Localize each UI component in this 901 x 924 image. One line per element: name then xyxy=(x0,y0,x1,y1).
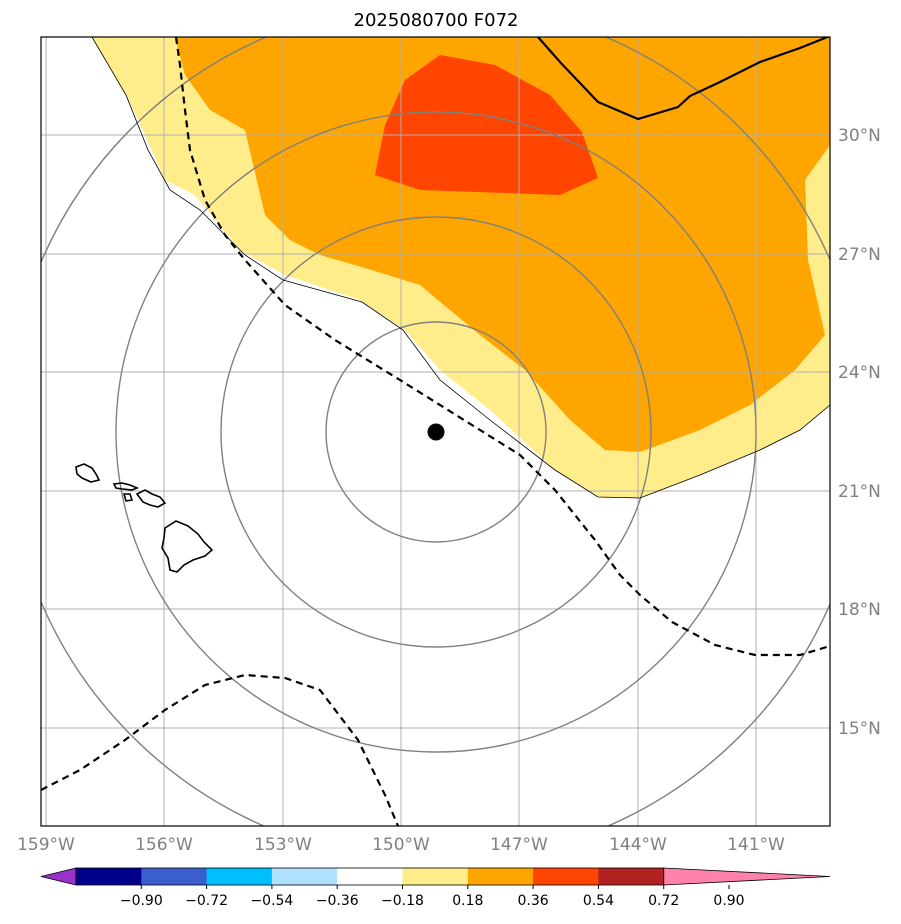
lon-label: 141°W xyxy=(727,835,785,855)
colorbar-extend-high xyxy=(663,867,831,886)
lat-label: 24°N xyxy=(838,363,881,383)
colorbar-extend-low xyxy=(40,867,77,886)
island-kauai xyxy=(75,463,101,483)
colorbar-tick-label: 0.72 xyxy=(648,893,679,909)
island-maui xyxy=(135,489,167,508)
dashed-contour-lower xyxy=(41,673,400,826)
range-ring xyxy=(115,111,757,753)
lon-label: 153°W xyxy=(254,835,312,855)
colorbar-segment xyxy=(141,868,208,885)
colorbar-segment xyxy=(337,868,403,885)
colorbar-segment xyxy=(271,868,338,885)
field-mid-contour xyxy=(175,37,830,452)
colorbar-segment xyxy=(76,868,142,885)
coastline-hawaii xyxy=(75,463,214,573)
colorbar-frame xyxy=(75,867,665,886)
colorbar-segment xyxy=(533,868,599,885)
colorbar-tick-label: −0.72 xyxy=(185,893,228,909)
lat-label: 21°N xyxy=(838,482,881,502)
lat-label: 27°N xyxy=(838,245,881,265)
colorbar-segment xyxy=(206,868,273,885)
field-high-contour xyxy=(375,55,598,195)
colorbar-tick-label: 0.18 xyxy=(452,893,483,909)
lat-label: 15°N xyxy=(838,719,881,739)
lon-label: 147°W xyxy=(490,835,548,855)
thin-contour-line xyxy=(91,37,830,499)
lon-label: 144°W xyxy=(609,835,667,855)
lon-label: 156°W xyxy=(135,835,193,855)
colorbar-segment xyxy=(402,868,469,885)
longitude-labels: 159°W 156°W 153°W 150°W 147°W 144°W 141°… xyxy=(17,835,785,855)
colorbar: −0.90 −0.72 −0.54 −0.36 −0.18 0.18 0.36 0.54 0.7… xyxy=(40,867,831,909)
dashed-contours xyxy=(41,37,830,826)
colorbar-tick-label: −0.18 xyxy=(381,893,424,909)
solid-contour xyxy=(537,37,830,121)
map-frame xyxy=(40,36,831,827)
map-title: 2025080700 F072 xyxy=(354,10,519,31)
colorbar-tick-label: −0.36 xyxy=(316,893,359,909)
lat-label: 30°N xyxy=(838,126,881,146)
colorbar-tick-label: 0.90 xyxy=(713,893,744,909)
colorbar-segment xyxy=(467,868,534,885)
colorbar-tick-label: −0.90 xyxy=(120,893,163,909)
lat-label: 18°N xyxy=(838,600,881,620)
range-ring xyxy=(325,321,547,543)
colorbar-segment xyxy=(598,868,665,885)
colorbar-tick-label: 0.36 xyxy=(518,893,549,909)
dashed-contour-upper xyxy=(174,37,830,657)
island-oahu xyxy=(112,482,140,491)
range-ring xyxy=(220,216,652,648)
latitude-labels: 30°N 27°N 24°N 21°N 18°N 15°N xyxy=(838,126,881,739)
colorbar-tick-label: −0.54 xyxy=(250,893,293,909)
range-rings xyxy=(41,37,830,826)
island-molokai xyxy=(122,493,134,502)
lon-label: 150°W xyxy=(372,835,430,855)
lon-label: 159°W xyxy=(17,835,75,855)
colorbar-tick-label: 0.54 xyxy=(583,893,614,909)
map-area xyxy=(41,37,830,826)
island-big-island xyxy=(161,520,214,573)
storm-center-marker xyxy=(427,423,445,441)
